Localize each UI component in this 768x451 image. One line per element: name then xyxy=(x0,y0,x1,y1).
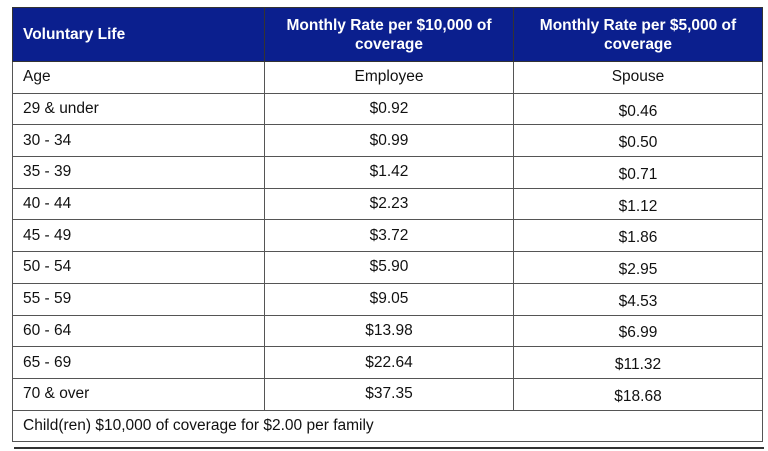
table-row: 70 & over $37.35 $18.68 xyxy=(12,377,763,411)
header-voluntary-life: Voluntary Life xyxy=(12,7,265,62)
age-cell: 65 - 69 xyxy=(12,346,265,379)
employee-rate-cell: $0.92 xyxy=(264,92,514,126)
spouse-rate-cell: $18.68 xyxy=(513,377,763,411)
employee-rate-cell: $13.98 xyxy=(264,314,514,348)
employee-rate-cell: $22.64 xyxy=(264,346,514,379)
age-cell: 29 & under xyxy=(12,92,265,126)
table-row: 65 - 69 $22.64 $11.32 xyxy=(12,346,763,379)
age-cell: 60 - 64 xyxy=(12,314,265,348)
employee-rate-cell: $0.99 xyxy=(264,124,514,158)
spouse-rate-cell: $0.71 xyxy=(513,156,763,189)
employee-rate-cell: $2.23 xyxy=(264,187,514,221)
spouse-rate-cell: $4.53 xyxy=(513,282,763,316)
footer-row: Child(ren) $10,000 of coverage for $2.00… xyxy=(12,409,763,443)
table-row: 29 & under $0.92 $0.46 xyxy=(12,92,763,126)
age-cell: 35 - 39 xyxy=(12,156,265,189)
spouse-rate-cell: $6.99 xyxy=(513,314,763,348)
table-row: 50 - 54 $5.90 $2.95 xyxy=(12,251,763,284)
header-row: Voluntary Life Monthly Rate per $10,000 … xyxy=(12,7,763,62)
employee-rate-cell: $3.72 xyxy=(264,219,514,253)
age-cell: 50 - 54 xyxy=(12,251,265,284)
spouse-rate-cell: $11.32 xyxy=(513,346,763,379)
bottom-rule xyxy=(14,447,764,449)
employee-rate-cell: $1.42 xyxy=(264,156,514,189)
table-row: 55 - 59 $9.05 $4.53 xyxy=(12,282,763,316)
subheader-age: Age xyxy=(12,61,265,94)
spouse-rate-cell: $1.86 xyxy=(513,219,763,253)
table-row: 40 - 44 $2.23 $1.12 xyxy=(12,187,763,221)
spouse-rate-cell: $2.95 xyxy=(513,251,763,284)
header-spouse-rate: Monthly Rate per $5,000 of coverage xyxy=(513,7,763,62)
table-row: 45 - 49 $3.72 $1.86 xyxy=(12,219,763,253)
subheader-spouse: Spouse xyxy=(513,61,763,94)
table-row: 30 - 34 $0.99 $0.50 xyxy=(12,124,763,158)
voluntary-life-rate-table: Voluntary Life Monthly Rate per $10,000 … xyxy=(12,7,763,443)
table-row: 35 - 39 $1.42 $0.71 xyxy=(12,156,763,189)
child-coverage-note: Child(ren) $10,000 of coverage for $2.00… xyxy=(12,409,763,443)
age-cell: 55 - 59 xyxy=(12,282,265,316)
header-employee-rate: Monthly Rate per $10,000 of coverage xyxy=(264,7,514,62)
spouse-rate-cell: $1.12 xyxy=(513,187,763,221)
subheader-employee: Employee xyxy=(264,61,514,94)
age-cell: 40 - 44 xyxy=(12,187,265,221)
table-row: 60 - 64 $13.98 $6.99 xyxy=(12,314,763,348)
employee-rate-cell: $9.05 xyxy=(264,282,514,316)
spouse-rate-cell: $0.50 xyxy=(513,124,763,158)
spouse-rate-cell: $0.46 xyxy=(513,92,763,126)
age-cell: 45 - 49 xyxy=(12,219,265,253)
employee-rate-cell: $5.90 xyxy=(264,251,514,284)
subheader-row: Age Employee Spouse xyxy=(12,61,763,94)
age-cell: 30 - 34 xyxy=(12,124,265,158)
employee-rate-cell: $37.35 xyxy=(264,377,514,411)
age-cell: 70 & over xyxy=(12,377,265,411)
